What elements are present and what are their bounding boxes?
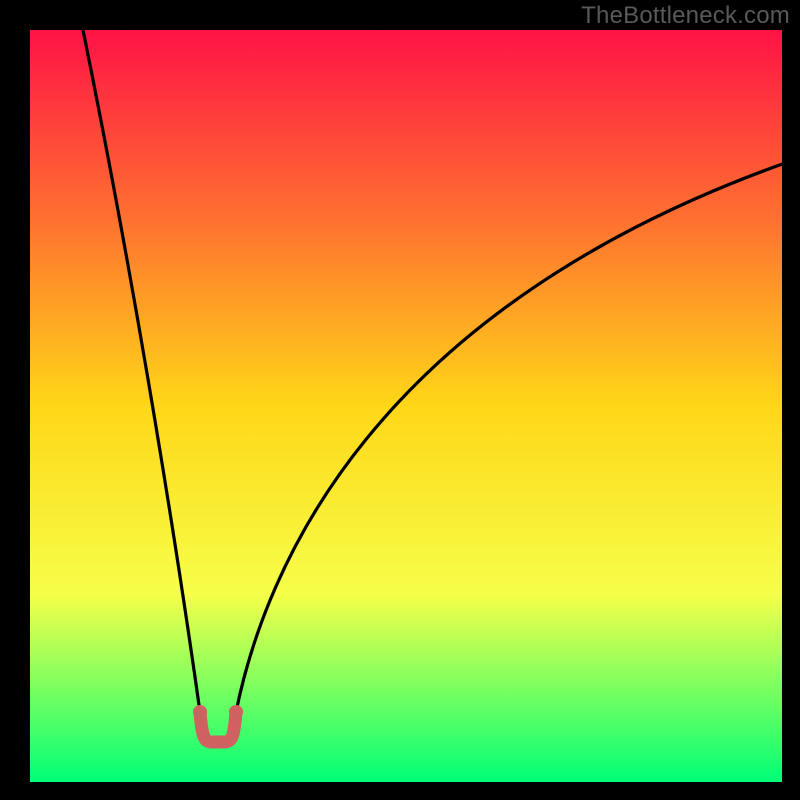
chart-frame: TheBottleneck.com [0,0,800,800]
plot-area [30,30,782,782]
curve-left [82,25,200,712]
curve-bottom-u [200,712,236,742]
curve-dot-left [193,705,207,719]
chart-svg [30,30,782,782]
watermark-text: TheBottleneck.com [581,2,790,30]
curve-right [236,162,788,712]
curve-dot-right [229,705,243,719]
